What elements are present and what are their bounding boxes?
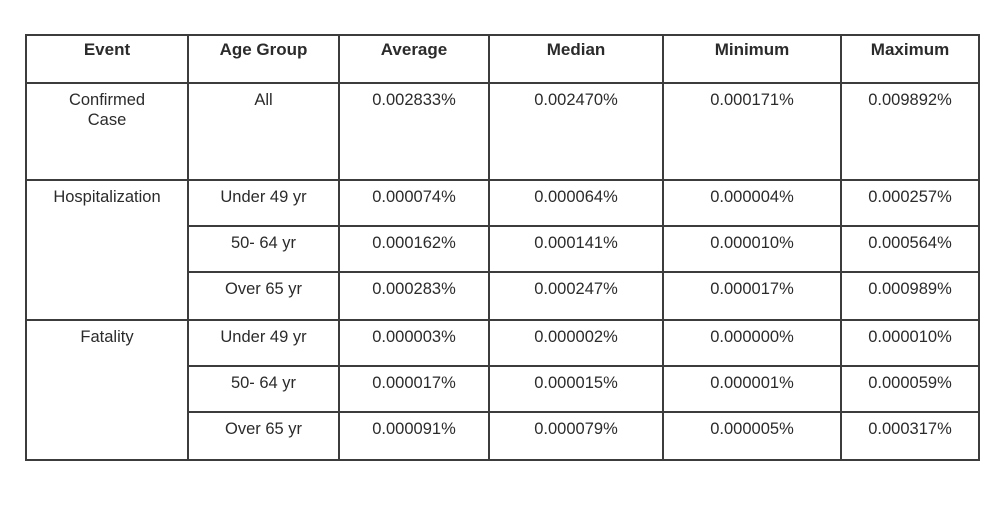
average-cell: 0.000162% <box>338 225 490 273</box>
table-row: Hospitalization Under 49 yr 0.000074% 0.… <box>25 179 980 321</box>
average-cell: 0.000283% <box>338 271 490 321</box>
average-cell: 0.000003% <box>338 319 490 367</box>
minimum-cell: 0.000001% <box>662 365 842 413</box>
maximum-cell: 0.009892% <box>840 82 980 181</box>
minimum-cell: 0.000005% <box>662 411 842 461</box>
age-group-cell: All <box>187 82 340 181</box>
table-row: 50- 64 yr 0.000162% 0.000141% 0.000010% … <box>26 225 980 273</box>
maximum-cell: 0.000317% <box>840 411 980 461</box>
median-cell: 0.000015% <box>488 365 664 413</box>
event-statistics-table: Event Age Group Average Median Minimum M… <box>25 34 980 461</box>
column-header-minimum: Minimum <box>662 34 842 84</box>
age-group-cell: 50- 64 yr <box>187 225 340 273</box>
age-group-cell: Over 65 yr <box>187 411 340 461</box>
minimum-cell: 0.000000% <box>662 319 842 367</box>
median-cell: 0.000064% <box>488 179 664 227</box>
event-cell-hospitalization: Hospitalization <box>25 179 189 321</box>
column-header-age-group: Age Group <box>187 34 340 84</box>
column-header-maximum: Maximum <box>840 34 980 84</box>
minimum-cell: 0.000010% <box>662 225 842 273</box>
average-cell: 0.000091% <box>338 411 490 461</box>
median-cell: 0.000141% <box>488 225 664 273</box>
event-label: Confirmed Case <box>68 91 146 129</box>
median-cell: 0.000002% <box>488 319 664 367</box>
table-row: Fatality Under 49 yr 0.000003% 0.000002%… <box>25 319 980 461</box>
age-group-cell: Under 49 yr <box>187 319 340 367</box>
median-cell: 0.000079% <box>488 411 664 461</box>
table-row: 50- 64 yr 0.000017% 0.000015% 0.000001% … <box>26 365 980 413</box>
column-header-average: Average <box>338 34 490 84</box>
median-cell: 0.002470% <box>488 82 664 181</box>
maximum-cell: 0.000010% <box>840 319 980 367</box>
maximum-cell: 0.000989% <box>840 271 980 321</box>
event-cell-fatality: Fatality <box>25 319 189 461</box>
column-header-event: Event <box>25 34 189 84</box>
maximum-cell: 0.000564% <box>840 225 980 273</box>
age-group-cell: Over 65 yr <box>187 271 340 321</box>
age-group-cell: 50- 64 yr <box>187 365 340 413</box>
median-cell: 0.000247% <box>488 271 664 321</box>
table-row: Over 65 yr 0.000091% 0.000079% 0.000005%… <box>26 411 980 461</box>
maximum-cell: 0.000059% <box>840 365 980 413</box>
minimum-cell: 0.000004% <box>662 179 842 227</box>
average-cell: 0.000017% <box>338 365 490 413</box>
event-cell-confirmed-case: Confirmed Case <box>25 82 189 181</box>
table-row: Confirmed Case All 0.002833% 0.002470% 0… <box>25 82 980 181</box>
minimum-cell: 0.000017% <box>662 271 842 321</box>
column-header-median: Median <box>488 34 664 84</box>
age-group-cell: Under 49 yr <box>187 179 340 227</box>
table-header-row: Event Age Group Average Median Minimum M… <box>25 34 980 84</box>
table-row: Over 65 yr 0.000283% 0.000247% 0.000017%… <box>26 271 980 321</box>
average-cell: 0.000074% <box>338 179 490 227</box>
minimum-cell: 0.000171% <box>662 82 842 181</box>
average-cell: 0.002833% <box>338 82 490 181</box>
maximum-cell: 0.000257% <box>840 179 980 227</box>
